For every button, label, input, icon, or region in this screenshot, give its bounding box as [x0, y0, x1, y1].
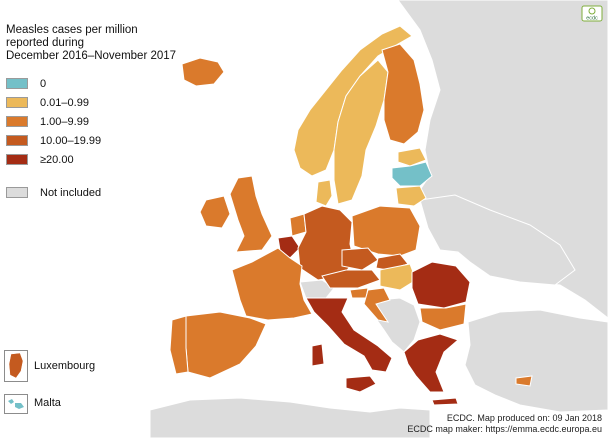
legend-swatch: [6, 154, 28, 165]
luxembourg-inset-shape: [8, 352, 24, 379]
slovenia: [349, 287, 369, 299]
turkey-region: [464, 309, 608, 413]
malta-inset-shape: [8, 399, 24, 409]
germany: [297, 205, 355, 281]
sweden: [333, 59, 389, 205]
estonia: [397, 147, 427, 167]
legend-title-line-3: December 2016–November 2017: [6, 50, 177, 62]
malta-inset: [4, 394, 28, 414]
legend-swatch: [6, 187, 28, 198]
greece-crete: [431, 397, 459, 406]
legend-label: 0: [40, 77, 47, 90]
legend-swatch: [6, 116, 28, 127]
finland: [381, 43, 425, 145]
bulgaria: [419, 303, 467, 331]
netherlands: [289, 213, 307, 237]
italy-sardinia: [311, 343, 325, 367]
not-included-lands: [149, 0, 608, 438]
countries: [169, 25, 533, 406]
ecdc-logo-icon: ecdc: [581, 5, 603, 22]
italy: [305, 297, 393, 373]
legend-item: 0.01–0.99: [6, 93, 101, 112]
legend-label: ≥20.00: [40, 153, 74, 166]
portugal: [169, 315, 189, 375]
legend-swatch: [6, 78, 28, 89]
croatia: [363, 287, 391, 323]
legend-swatch: [6, 97, 28, 108]
luxembourg-inset: [4, 350, 28, 382]
legend-item: 10.00–19.99: [6, 131, 101, 150]
legend-item: ≥20.00: [6, 150, 101, 169]
czechia: [341, 247, 379, 271]
balkans-region: [373, 297, 421, 353]
credits-line-2: ECDC map maker: https://emma.ecdc.europa…: [407, 424, 602, 434]
legend-label: 10.00–19.99: [40, 134, 102, 147]
legend: 0 0.01–0.99 1.00–9.99 10.00–19.99 ≥20.00…: [6, 74, 101, 202]
legend-title-line-2: reported during: [6, 37, 84, 49]
legend-item: 1.00–9.99: [6, 112, 101, 131]
legend-swatch: [6, 135, 28, 146]
ireland: [199, 195, 231, 229]
france: [231, 247, 313, 321]
luxembourg-inset-label: Luxembourg: [34, 360, 96, 372]
legend-title: Measles cases per million reported durin…: [6, 24, 216, 63]
ecdc-logo-text: ecdc: [586, 16, 598, 22]
latvia: [391, 161, 433, 187]
hungary: [379, 263, 417, 291]
credits-line-1: ECDC. Map produced on: 09 Jan 2018: [446, 413, 602, 423]
greece: [403, 333, 459, 393]
north-africa-region: [149, 397, 431, 438]
legend-label: 0.01–0.99: [40, 96, 89, 109]
denmark: [315, 179, 333, 207]
malta-inset-label: Malta: [34, 397, 61, 409]
iceland: [181, 57, 225, 87]
legend-item: 0: [6, 74, 101, 93]
united-kingdom: [229, 175, 273, 253]
belarus-ukraine-region: [419, 194, 576, 286]
romania: [411, 261, 471, 309]
legend-spacer: [6, 169, 101, 183]
map-credits: ECDC. Map produced on: 09 Jan 2018 ECDC …: [407, 413, 602, 435]
legend-label: 1.00–9.99: [40, 115, 89, 128]
legend-title-line-1: Measles cases per million: [6, 24, 138, 36]
italy-sicily: [345, 375, 377, 393]
legend-item-not-included: Not included: [6, 183, 101, 202]
legend-label: Not included: [40, 186, 102, 199]
cyprus: [515, 375, 533, 387]
lithuania: [395, 185, 427, 207]
